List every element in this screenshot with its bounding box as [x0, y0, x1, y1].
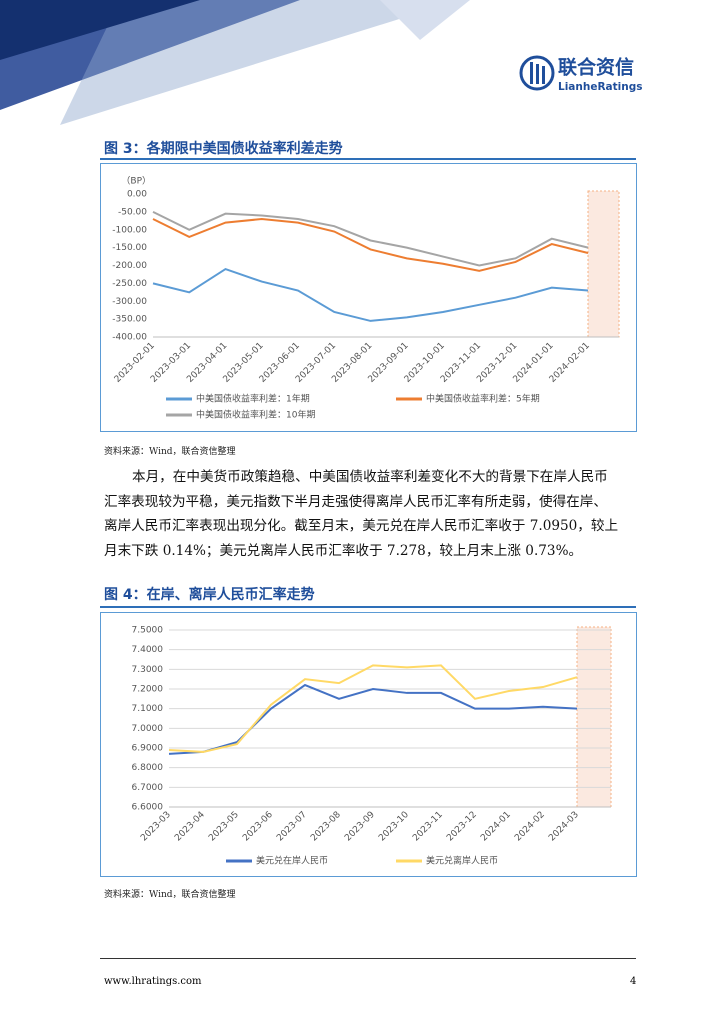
- paragraph: 本月，在中美货币政策趋稳、中美国债收益率利差变化不大的背景下在岸人民币 汇率表现…: [104, 465, 644, 563]
- y-tick-label: -400.00: [112, 333, 147, 343]
- text-line: 离岸人民币汇率表现出现分化。截至月末，美元兑在岸人民币汇率收于 7.0950，较…: [104, 518, 619, 534]
- y-axis-label: （BP）: [121, 176, 151, 187]
- y-tick-label: 0.00: [127, 190, 147, 200]
- header-banner: 联合资信 LianheRatings: [0, 0, 642, 125]
- legend-label: 中美国债收益率利差：5年期: [426, 393, 540, 405]
- footer-rule: [100, 958, 636, 959]
- y-tick-label: 7.4000: [132, 645, 164, 655]
- y-tick-label: -250.00: [112, 279, 147, 289]
- y-tick-label: -150.00: [112, 243, 147, 253]
- y-tick-label: 6.6000: [132, 803, 164, 813]
- y-tick-label: -300.00: [112, 297, 147, 307]
- series-line: [152, 210, 589, 267]
- y-tick-label: 6.7000: [132, 783, 164, 793]
- text-line: 月末下跌 0.14%；美元兑离岸人民币汇率收于 7.278，较上月末上涨 0.7…: [104, 542, 583, 559]
- legend-label: 中美国债收益率利差：10年期: [196, 409, 315, 421]
- footer-url: www.lhratings.com: [104, 976, 202, 987]
- rule: [100, 158, 636, 160]
- y-tick-label: -50.00: [118, 207, 147, 217]
- chart: 0.00 -50.00 -100.00 -150.00 -200.00 -250.00 -3…: [100, 163, 637, 432]
- chart: 7.5000 7.4000 7.3000 7.2000 7.1000 7.0000 6.90…: [100, 612, 637, 877]
- x-tick-label: 2024-01: [479, 810, 513, 844]
- x-tick-label: 2023-03: [139, 810, 173, 844]
- x-tick-label: 2023-12: [445, 810, 479, 844]
- highlight-band: [576, 626, 612, 808]
- y-tick-label: 7.5000: [132, 626, 164, 636]
- series-line: [168, 664, 578, 753]
- y-tick-label: 7.1000: [132, 704, 164, 714]
- y-tick-label: 7.3000: [132, 665, 164, 675]
- y-tick-label: 6.8000: [132, 763, 164, 773]
- y-tick-label: -350.00: [112, 315, 147, 325]
- logo-cn: 联合资信: [558, 56, 634, 79]
- figure-title: 图 4：在岸、离岸人民币汇率走势: [104, 587, 315, 603]
- source: 资料来源：Wind，联合资信整理: [104, 890, 236, 900]
- x-tick-label: 2023-09: [343, 810, 377, 844]
- legend-label: 美元兑离岸人民币: [426, 855, 498, 867]
- x-tick-label: 2023-06: [241, 810, 275, 844]
- y-tick-label: 7.2000: [132, 685, 164, 695]
- y-tick-label: -100.00: [112, 225, 147, 235]
- logo-en: LianheRatings: [558, 81, 642, 93]
- y-tick-label: 7.0000: [132, 724, 164, 734]
- x-tick-label: 2023-04: [173, 810, 207, 844]
- x-tick-label: 2024-02: [513, 810, 547, 844]
- x-tick-label: 2024-03: [547, 810, 581, 844]
- x-tick-label: 2023-10: [377, 810, 411, 844]
- x-tick-label: 2023-07: [275, 810, 309, 844]
- y-tick-label: -200.00: [112, 261, 147, 271]
- rule: [100, 606, 636, 608]
- legend-label: 美元兑在岸人民币: [256, 855, 328, 867]
- page-number: 4: [630, 976, 637, 987]
- x-tick-label: 2023-11: [411, 810, 445, 844]
- figure-title: 图 3：各期限中美国债收益率利差走势: [104, 141, 343, 157]
- series-line: [152, 218, 589, 272]
- text-line: 汇率表现较为平稳，美元指数下半月走强使得离岸人民币汇率有所走弱，使得在岸、: [104, 493, 607, 510]
- text-line: 本月，在中美货币政策趋稳、中美国债收益率利差变化不大的背景下在岸人民币: [132, 469, 608, 485]
- source: 资料来源：Wind，联合资信整理: [104, 447, 236, 457]
- series-line: [152, 267, 589, 322]
- x-tick-label: 2023-08: [309, 810, 343, 844]
- y-tick-label: 6.9000: [132, 744, 164, 754]
- x-tick-label: 2023-05: [207, 810, 241, 844]
- series-line: [168, 683, 578, 755]
- highlight-band: [587, 190, 620, 338]
- legend-label: 中美国债收益率利差：1年期: [196, 393, 310, 405]
